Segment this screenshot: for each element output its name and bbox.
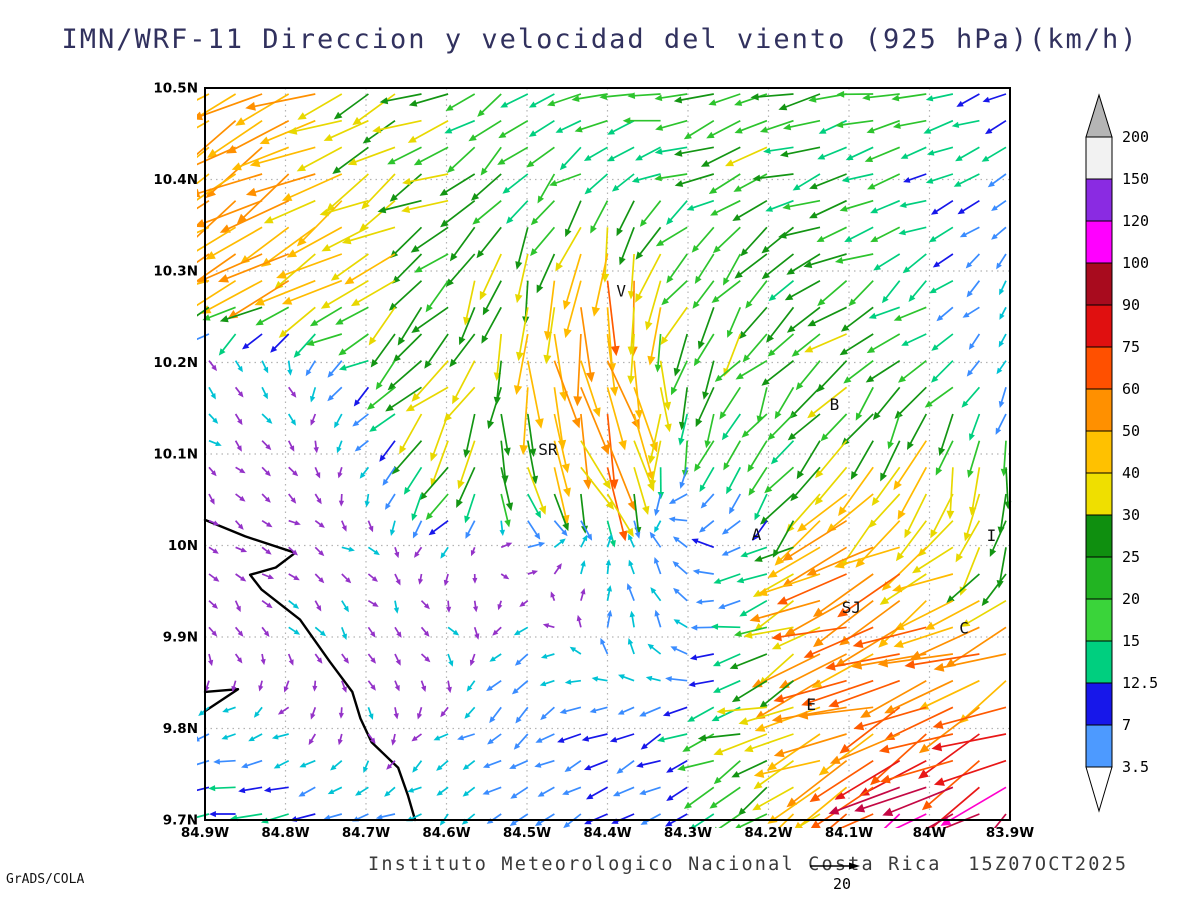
colorbar-label: 50 [1122, 422, 1140, 440]
y-tick-label: 9.8N [163, 721, 198, 737]
colorbar-label: 20 [1122, 590, 1140, 608]
x-tick-label: 84.1W [825, 825, 873, 841]
x-tick-label: 84.9W [181, 825, 229, 841]
colorbar-label: 25 [1122, 548, 1140, 566]
colorbar [1085, 93, 1113, 813]
city-label: SJ [842, 598, 861, 617]
colorbar-segment [1085, 346, 1113, 390]
colorbar-label: 40 [1122, 464, 1140, 482]
colorbar-label: 100 [1122, 254, 1149, 272]
colorbar-label: 3.5 [1122, 758, 1149, 776]
city-label: E [806, 695, 816, 714]
y-tick-label: 10.3N [153, 264, 198, 280]
colorbar-segment [1085, 514, 1113, 558]
footer-caption: Instituto Meteorologico Nacional Costa R… [368, 854, 1129, 875]
x-tick-label: 84.8W [261, 825, 309, 841]
city-label: A [752, 525, 762, 544]
colorbar-segment [1085, 304, 1113, 348]
x-tick-label: 84.5W [503, 825, 551, 841]
y-tick-label: 10.4N [153, 172, 198, 188]
colorbar-segment [1085, 556, 1113, 600]
coastline [203, 518, 417, 822]
colorbar-segment [1085, 472, 1113, 516]
colorbar-segment [1085, 136, 1113, 180]
y-tick-label: 10.2N [153, 355, 198, 371]
y-tick-label: 9.9N [163, 630, 198, 646]
x-tick-label: 84.7W [342, 825, 390, 841]
colorbar-segment [1085, 598, 1113, 642]
city-label: B [830, 395, 840, 414]
colorbar-labels: 200 150 120 100 90 75 60 50 40 30 25 20 15 12.5 7 3.5 [1122, 128, 1158, 776]
colorbar-above-arrow [1085, 93, 1113, 138]
colorbar-segment [1085, 220, 1113, 264]
colorbar-segment [1085, 262, 1113, 306]
colorbar-label: 15 [1122, 632, 1140, 650]
x-tick-label: 84.3W [664, 825, 712, 841]
axis-tick-labels: 84.9W 84.8W 84.7W 84.6W 84.5W 84.4W 84.3W 84.2W… [153, 81, 1034, 842]
colorbar-label: 60 [1122, 380, 1140, 398]
x-tick-label: 83.9W [986, 825, 1034, 841]
colorbar-label: 90 [1122, 296, 1140, 314]
x-tick-label: 84.4W [583, 825, 631, 841]
reference-arrow: 20 [810, 862, 860, 893]
city-labels: V B SR A SJ C E I [538, 282, 996, 715]
x-tick-label: 84W [913, 825, 947, 841]
colorbar-segment [1085, 640, 1113, 684]
colorbar-segment [1085, 178, 1113, 222]
colorbar-segment [1085, 430, 1113, 474]
grads-cola-credit: GrADS/COLA [6, 872, 85, 887]
y-tick-label: 10.1N [153, 447, 198, 463]
map-frame [204, 87, 1011, 821]
colorbar-label: 120 [1122, 212, 1149, 230]
colorbar-label: 200 [1122, 128, 1149, 146]
y-tick-label: 10N [168, 538, 198, 554]
city-label: I [987, 526, 997, 545]
colorbar-segment [1085, 682, 1113, 726]
reference-arrow-head [849, 862, 860, 870]
y-tick-label: 9.7N [163, 813, 198, 829]
x-tick-label: 84.2W [744, 825, 792, 841]
colorbar-segment [1085, 724, 1113, 768]
colorbar-label: 75 [1122, 338, 1140, 356]
colorbar-label: 30 [1122, 506, 1140, 524]
city-label: SR [538, 440, 558, 459]
reference-arrow-label: 20 [833, 875, 851, 893]
y-tick-label: 10.5N [153, 81, 198, 97]
colorbar-segment [1085, 388, 1113, 432]
colorbar-label: 150 [1122, 170, 1149, 188]
x-tick-label: 84.6W [422, 825, 470, 841]
city-label: C [959, 618, 969, 637]
colorbar-label: 7 [1122, 716, 1131, 734]
colorbar-label: 12.5 [1122, 674, 1158, 692]
wind-vector-layer [197, 90, 1012, 828]
colorbar-below-arrow [1085, 766, 1113, 813]
chart-title: IMN/WRF-11 Direccion y velocidad del vie… [61, 24, 1139, 55]
city-label: V [616, 282, 626, 301]
